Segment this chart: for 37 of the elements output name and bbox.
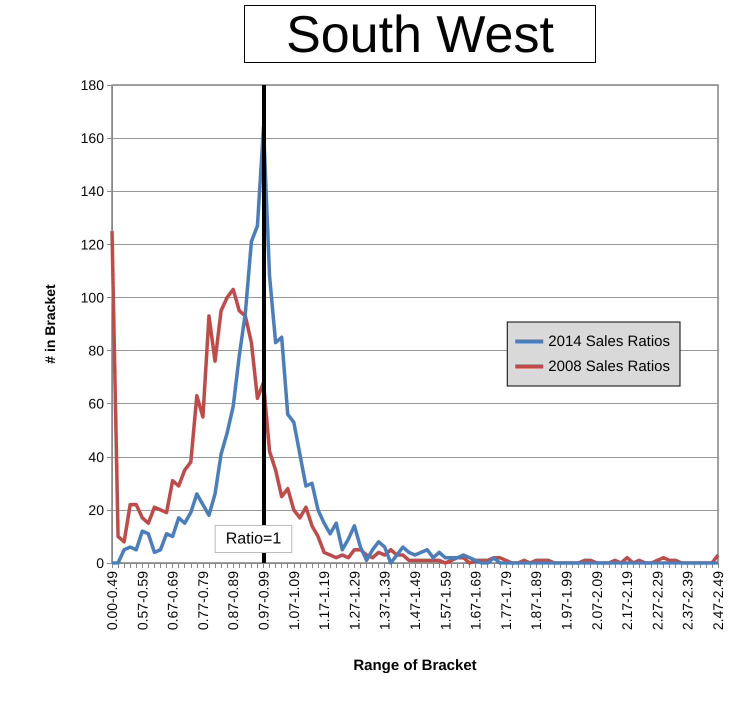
x-tick-label: 1.67-1.69 <box>468 570 484 630</box>
y-tick-label: 160 <box>80 130 104 146</box>
x-tick-label: 1.87-1.89 <box>528 570 544 630</box>
x-tick-label: 1.27-1.29 <box>346 570 362 630</box>
y-tick-label: 40 <box>88 448 104 465</box>
x-tick-label: 1.77-1.79 <box>498 570 514 630</box>
ref-line-label: Ratio=1 <box>226 530 282 548</box>
y-tick-label: 140 <box>80 183 104 200</box>
x-tick-label: 1.47-1.49 <box>407 570 423 630</box>
legend-label: 2008 Sales Ratios <box>548 358 670 375</box>
x-tick-label: 0.87-0.89 <box>225 570 242 630</box>
x-tick-label: 2.17-2.19 <box>619 570 636 630</box>
x-tick-label: 2.47-2.49 <box>710 570 726 630</box>
x-tick-label: 2.37-2.39 <box>680 570 696 630</box>
chart-title: South West <box>286 6 554 64</box>
x-tick-label: 0.57-0.59 <box>134 570 150 630</box>
y-tick-label: 120 <box>80 236 104 252</box>
x-tick-label: 0.67-0.69 <box>164 570 181 630</box>
x-tick-label: 1.37-1.39 <box>376 570 393 630</box>
y-tick-label: 100 <box>80 289 104 306</box>
y-tick-label: 20 <box>88 502 104 518</box>
x-tick-label: 0.77-0.79 <box>194 570 211 630</box>
x-tick-label: 1.07-1.09 <box>286 570 302 630</box>
x-tick-label: 2.07-2.09 <box>588 570 605 630</box>
x-tick-label: 1.97-1.99 <box>558 570 574 630</box>
y-tick-label: 80 <box>88 342 104 359</box>
legend-label: 2014 Sales Ratios <box>548 333 670 350</box>
x-tick-label: 1.17-1.19 <box>316 570 332 630</box>
y-tick-label: 180 <box>80 77 104 93</box>
y-tick-label: 60 <box>88 396 104 412</box>
y-tick-label: 0 <box>96 555 104 571</box>
x-axis-title: Range of Bracket <box>353 657 477 674</box>
x-tick-label: 1.57-1.59 <box>437 570 454 630</box>
y-axis-title: # in Bracket <box>42 284 58 364</box>
x-tick-label: 0.97-0.99 <box>256 570 272 630</box>
x-tick-label: 2.27-2.29 <box>649 570 666 630</box>
x-tick-label: 0.00-0.49 <box>104 570 120 630</box>
